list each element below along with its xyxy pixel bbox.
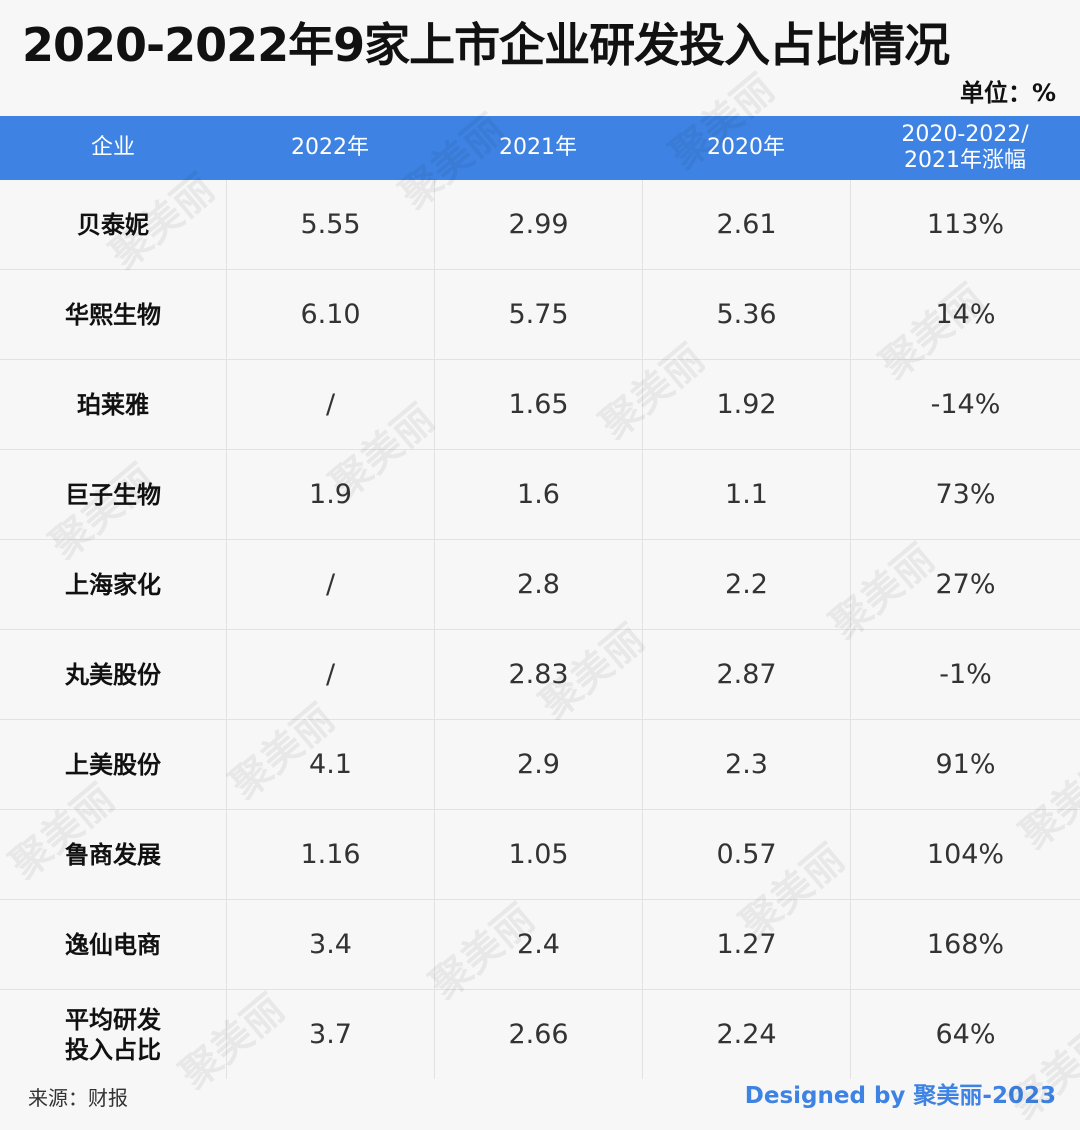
table-row: 鲁商发展 1.16 1.05 0.57 104% (0, 810, 1080, 900)
designer-credit: Designed by 聚美丽-2023 (744, 1083, 1056, 1109)
value-2022-cell: / (226, 360, 434, 449)
change-cell: -1% (850, 630, 1080, 719)
table-row: 巨子生物 1.9 1.6 1.1 73% (0, 450, 1080, 540)
value-2022-cell: / (226, 630, 434, 719)
change-cell: 168% (850, 900, 1080, 989)
value-2021-cell: 5.75 (434, 270, 642, 359)
company-cell: 上美股份 (65, 750, 161, 779)
company-cell: 华熙生物 (65, 300, 161, 329)
company-cell: 逸仙电商 (65, 930, 161, 959)
value-2022-cell: 5.55 (226, 180, 434, 269)
value-2020-cell: 1.1 (642, 450, 850, 539)
value-2020-cell: 2.2 (642, 540, 850, 629)
value-2020-cell: 5.36 (642, 270, 850, 359)
header-2020: 2020年 (707, 135, 785, 160)
value-2020-cell: 1.27 (642, 900, 850, 989)
value-2021-cell: 2.4 (434, 900, 642, 989)
value-2020-cell: 1.92 (642, 360, 850, 449)
value-2022-cell: / (226, 540, 434, 629)
change-cell: 14% (850, 270, 1080, 359)
change-cell: -14% (850, 360, 1080, 449)
value-2021-cell: 2.66 (434, 990, 642, 1079)
value-2021-cell: 2.83 (434, 630, 642, 719)
value-2022-cell: 4.1 (226, 720, 434, 809)
change-cell: 27% (850, 540, 1080, 629)
value-2021-cell: 2.99 (434, 180, 642, 269)
header-2022: 2022年 (291, 135, 369, 160)
value-2021-cell: 1.05 (434, 810, 642, 899)
company-cell: 鲁商发展 (65, 840, 161, 869)
change-cell: 91% (850, 720, 1080, 809)
value-2022-cell: 1.16 (226, 810, 434, 899)
company-cell: 丸美股份 (65, 660, 161, 689)
company-cell: 贝泰妮 (77, 210, 149, 239)
value-2021-cell: 1.65 (434, 360, 642, 449)
table-row: 华熙生物 6.10 5.75 5.36 14% (0, 270, 1080, 360)
value-2021-cell: 1.6 (434, 450, 642, 539)
header-change: 2020-2022/ 2021年涨幅 (901, 122, 1029, 173)
change-cell: 64% (850, 990, 1080, 1079)
table-row: 上美股份 4.1 2.9 2.3 91% (0, 720, 1080, 810)
value-2020-cell: 2.24 (642, 990, 850, 1079)
data-table: 企业 2022年 2021年 2020年 2020-2022/ 2021年涨幅 … (0, 116, 1080, 1079)
table-row: 珀莱雅 /1.65 1.92 -14% (0, 360, 1080, 450)
value-2020-cell: 2.87 (642, 630, 850, 719)
value-2020-cell: 2.3 (642, 720, 850, 809)
page-title: 2020-2022年9家上市企业研发投入占比情况 (22, 18, 950, 72)
value-2022-cell: 3.4 (226, 900, 434, 989)
value-2020-cell: 0.57 (642, 810, 850, 899)
table-row: 平均研发 投入占比 3.7 2.66 2.24 64% (0, 990, 1080, 1079)
company-cell: 巨子生物 (65, 480, 161, 509)
company-cell: 珀莱雅 (77, 390, 149, 419)
change-cell: 73% (850, 450, 1080, 539)
table-row: 上海家化 /2.8 2.2 27% (0, 540, 1080, 630)
table-row: 丸美股份 /2.83 2.87 -1% (0, 630, 1080, 720)
company-cell: 平均研发 投入占比 (65, 1005, 161, 1064)
change-cell: 113% (850, 180, 1080, 269)
table-row: 贝泰妮 5.55 2.99 2.61 113% (0, 180, 1080, 270)
company-cell: 上海家化 (65, 570, 161, 599)
source-note: 来源：财报 (28, 1086, 128, 1110)
table-row: 逸仙电商 3.4 2.4 1.27 168% (0, 900, 1080, 990)
header-company: 企业 (90, 135, 135, 160)
value-2022-cell: 3.7 (226, 990, 434, 1079)
table-body: 贝泰妮 5.55 2.99 2.61 113% 华熙生物 6.10 5.75 5.36 14% 珀莱… (0, 180, 1080, 1079)
value-2021-cell: 2.9 (434, 720, 642, 809)
value-2022-cell: 1.9 (226, 450, 434, 539)
table-header: 企业 2022年 2021年 2020年 2020-2022/ 2021年涨幅 (0, 116, 1080, 180)
value-2022-cell: 6.10 (226, 270, 434, 359)
unit-label: 单位：% (959, 79, 1056, 107)
header-2021: 2021年 (499, 135, 577, 160)
change-cell: 104% (850, 810, 1080, 899)
value-2021-cell: 2.8 (434, 540, 642, 629)
value-2020-cell: 2.61 (642, 180, 850, 269)
